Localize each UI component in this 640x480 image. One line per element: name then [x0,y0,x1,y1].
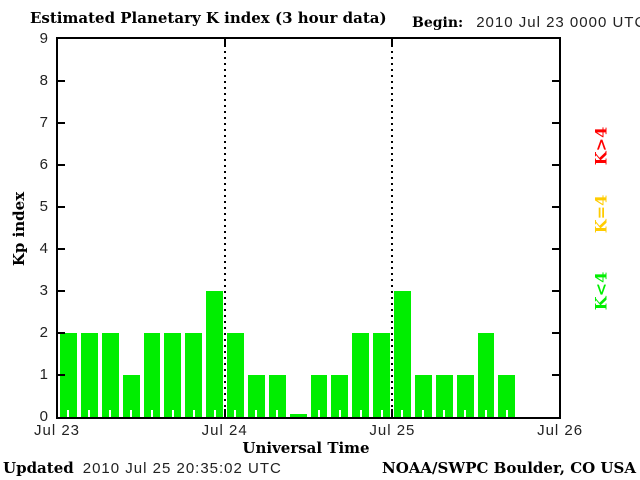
kp-bar [268,375,286,417]
y-axis-tick [58,122,65,124]
x-minor-tick [505,410,508,417]
y-axis-tick [552,374,559,376]
kp-bar [394,291,411,417]
y-axis-tick [58,164,65,166]
x-minor-tick [359,410,362,417]
day-boundary-tick [391,409,393,417]
begin-time: Begin: 2010 Jul 23 0000 UTC [412,14,640,31]
day-boundary-dotted-line [224,39,226,417]
kp-bar [435,375,453,417]
x-tick-label: Jul 23 [33,422,81,439]
y-tick-label: 1 [39,366,48,383]
x-minor-tick [276,410,279,417]
y-axis-tick [552,80,559,82]
x-minor-tick [401,410,404,417]
y-tick-label: 8 [39,72,48,89]
y-axis-tick [58,290,65,292]
y-axis-tick [552,206,559,208]
kp-bar [247,375,265,417]
y-axis-tick [552,164,559,166]
x-minor-tick [338,410,341,417]
x-minor-tick [88,410,91,417]
y-axis-tick [552,290,559,292]
day-boundary-tick [224,409,226,417]
y-axis-tick [552,332,559,334]
kp-bar [310,375,328,417]
plot-area [56,37,561,419]
kp-bar [477,333,495,417]
x-minor-tick [422,410,425,417]
day-boundary-dotted-line [391,39,393,417]
x-minor-tick [443,410,446,417]
x-minor-tick [317,410,320,417]
kp-bar [164,333,182,417]
kp-bar [331,375,349,417]
updated-value: 2010 Jul 25 20:35:02 UTC [82,460,282,477]
updated-timestamp: Updated 2010 Jul 25 20:35:02 UTC [3,459,282,477]
kp-bar [143,333,161,417]
y-tick-label: 0 [39,408,48,425]
kp-bar [352,333,370,417]
legend-item: K<4 [591,271,611,311]
x-minor-tick [234,410,237,417]
x-minor-tick [464,410,467,417]
x-minor-tick [150,410,153,417]
kp-bar [498,375,516,417]
x-minor-tick [171,410,174,417]
kp-bar [414,375,432,417]
y-axis-tick [58,374,65,376]
page-title: Estimated Planetary K index (3 hour data… [30,9,387,27]
y-axis-tick [552,122,559,124]
updated-label: Updated [3,459,74,477]
kp-bar [456,375,474,417]
y-axis-tick [58,206,65,208]
x-tick-label: Jul 24 [201,422,248,439]
kp-bar [60,333,77,417]
kp-bar [289,414,307,417]
kp-bar [80,333,98,417]
x-minor-tick [192,410,195,417]
x-tick-label: Jul 26 [537,422,584,439]
source-credit: NOAA/SWPC Boulder, CO USA [381,459,636,477]
y-axis-tick [58,332,65,334]
x-minor-tick [484,410,487,417]
x-minor-tick [255,410,258,417]
kp-bar [373,333,390,417]
day-boundary-tick [224,39,226,47]
y-axis-tick [58,248,65,250]
y-tick-label: 5 [39,198,48,215]
y-axis-title: Kp index [10,191,28,267]
x-axis-title: Universal Time [242,439,370,457]
x-minor-tick [213,410,216,417]
kp-bar [206,291,223,417]
y-tick-label: 2 [39,324,48,341]
kp-bar [185,333,203,417]
legend-item: K>4 [591,126,611,166]
kp-bar [122,375,140,417]
begin-label: Begin: [412,15,464,31]
x-minor-tick [109,410,112,417]
kp-bar [101,333,119,417]
x-minor-tick [67,410,70,417]
y-tick-label: 6 [39,156,48,173]
y-tick-label: 3 [39,282,48,299]
begin-value: 2010 Jul 23 0000 UTC [476,14,640,31]
y-tick-label: 7 [39,114,48,131]
x-tick-label: Jul 25 [369,422,416,439]
y-axis-tick [552,248,559,250]
day-boundary-tick [391,39,393,47]
x-minor-tick [380,410,383,417]
legend-item: K=4 [591,194,611,234]
kp-bar [227,333,244,417]
y-axis-tick [58,80,65,82]
x-minor-tick [130,410,133,417]
y-tick-label: 9 [39,30,48,47]
y-tick-label: 4 [39,240,48,257]
